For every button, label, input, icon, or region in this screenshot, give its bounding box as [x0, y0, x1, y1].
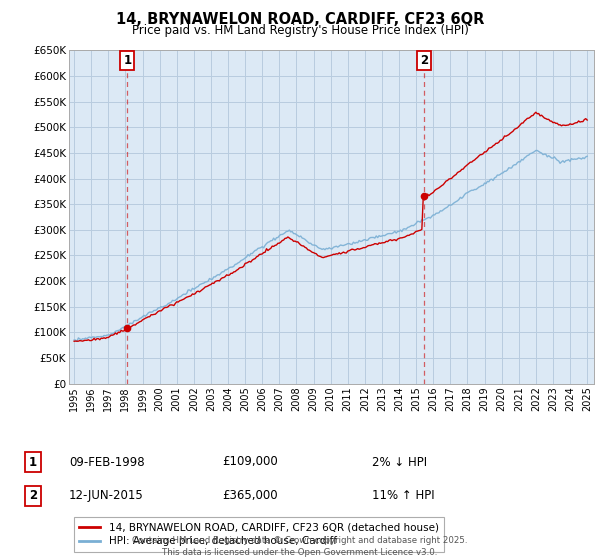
- Text: 1: 1: [123, 54, 131, 67]
- Text: 2: 2: [29, 489, 37, 502]
- Text: 09-FEB-1998: 09-FEB-1998: [69, 455, 145, 469]
- Text: 2: 2: [420, 54, 428, 67]
- Legend: 14, BRYNAWELON ROAD, CARDIFF, CF23 6QR (detached house), HPI: Average price, det: 14, BRYNAWELON ROAD, CARDIFF, CF23 6QR (…: [74, 517, 444, 552]
- Text: £365,000: £365,000: [222, 489, 278, 502]
- Text: 14, BRYNAWELON ROAD, CARDIFF, CF23 6QR: 14, BRYNAWELON ROAD, CARDIFF, CF23 6QR: [116, 12, 484, 27]
- Text: 2% ↓ HPI: 2% ↓ HPI: [372, 455, 427, 469]
- Text: Price paid vs. HM Land Registry's House Price Index (HPI): Price paid vs. HM Land Registry's House …: [131, 24, 469, 36]
- Text: £109,000: £109,000: [222, 455, 278, 469]
- Text: 12-JUN-2015: 12-JUN-2015: [69, 489, 144, 502]
- Text: Contains HM Land Registry data © Crown copyright and database right 2025.
This d: Contains HM Land Registry data © Crown c…: [132, 536, 468, 557]
- Text: 11% ↑ HPI: 11% ↑ HPI: [372, 489, 434, 502]
- Text: 1: 1: [29, 455, 37, 469]
